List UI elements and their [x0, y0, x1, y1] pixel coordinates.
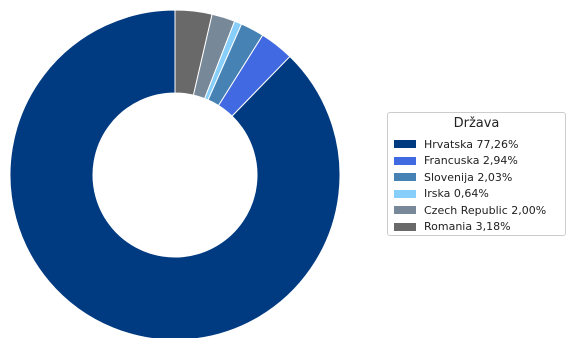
- legend-title: Država: [453, 116, 500, 131]
- legend-item-czech-republic: Czech Republic 2,00%: [394, 202, 546, 218]
- legend-label: Slovenija 2,03%: [424, 170, 513, 184]
- legend-item-slovenija: Slovenija 2,03%: [394, 169, 512, 185]
- legend-swatch: [394, 156, 416, 165]
- donut-slice-hrvatska: [9, 9, 341, 341]
- legend-swatch: [394, 206, 416, 214]
- legend-swatch: [394, 222, 416, 231]
- chart-legend: Država Hrvatska 77,26% Francuska 2,94% Slo…: [387, 112, 566, 236]
- legend-label: Irska 0,64%: [424, 187, 489, 200]
- legend-swatch: [394, 173, 416, 181]
- legend-label: Hrvatska 77,26%: [424, 137, 519, 151]
- legend-item-irska: Irska 0,64%: [394, 186, 489, 202]
- legend-label: Romania 3,18%: [424, 220, 511, 233]
- legend-item-romania: Romania 3,18%: [394, 219, 511, 235]
- legend-swatch: [394, 140, 416, 148]
- legend-item-hrvatska: Hrvatska 77,26%: [394, 136, 518, 152]
- legend-label: Francuska 2,94%: [424, 154, 518, 167]
- legend-label: Czech Republic 2,00%: [424, 203, 547, 217]
- legend-item-francuska: Francuska 2,94%: [394, 153, 518, 169]
- donut-slices: [9, 9, 341, 341]
- legend-swatch: [394, 189, 416, 198]
